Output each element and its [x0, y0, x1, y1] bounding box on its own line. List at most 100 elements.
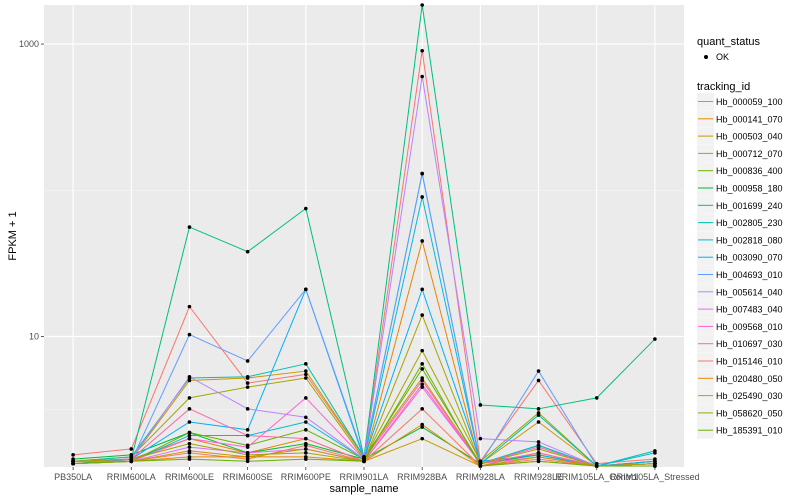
- x-tick-label: RRIM105LA_Control: [555, 472, 638, 482]
- data-point: [187, 304, 192, 309]
- data-point: [245, 407, 250, 411]
- x-tick-label: RRIM600SE: [223, 472, 273, 482]
- data-point: [536, 451, 541, 455]
- data-point: [187, 441, 192, 446]
- legend-label: Hb_015146_010: [716, 357, 783, 367]
- data-point: [420, 287, 424, 292]
- x-tick-label: RRIM928LE: [514, 472, 563, 482]
- data-point: [420, 348, 424, 353]
- data-point: [536, 455, 541, 459]
- data-point: [187, 225, 192, 229]
- data-point: [478, 403, 483, 407]
- data-point: [653, 451, 657, 455]
- data-point: [187, 396, 192, 400]
- series-points: [71, 3, 657, 468]
- legend-label: Hb_007483_040: [716, 305, 783, 315]
- legend-label: Hb_005614_040: [716, 287, 783, 297]
- data-point: [245, 459, 250, 464]
- data-point: [304, 369, 308, 373]
- legend-tracking-items: Hb_000059_100 Hb_000141_070 Hb_000503_040 H…: [697, 93, 783, 439]
- y-tick-label: 1000: [19, 39, 39, 49]
- legend-label: Hb_000712_070: [716, 149, 783, 159]
- data-point: [304, 447, 308, 451]
- legend-label: Hb_185391_010: [716, 426, 783, 436]
- legend: quant_status OK tracking_id Hb_000059_10…: [697, 36, 783, 439]
- data-point: [420, 407, 424, 411]
- data-point: [420, 171, 424, 176]
- data-point: [245, 381, 250, 385]
- legend-quant-marker: [704, 55, 708, 59]
- data-point: [129, 447, 134, 451]
- legend-label: Hb_000141_070: [716, 114, 783, 124]
- data-point: [420, 239, 424, 243]
- data-point: [653, 337, 657, 341]
- data-point: [304, 376, 308, 380]
- legend-label: Hb_000059_100: [716, 97, 783, 107]
- x-tick-label: RRIM600LE: [165, 472, 214, 482]
- data-point: [187, 430, 192, 435]
- legend-label: Hb_000836_400: [716, 166, 783, 176]
- legend-label: Hb_009568_010: [716, 322, 783, 332]
- data-point: [245, 249, 250, 254]
- data-point: [304, 396, 308, 400]
- legend-label: Hb_003090_070: [716, 253, 783, 263]
- data-point: [129, 459, 134, 464]
- data-point: [420, 362, 424, 366]
- x-axis: PB350LA RRIM600LA RRIM600LE RRIM600SE RRIM60…: [54, 467, 700, 482]
- data-point: [536, 447, 541, 451]
- data-point: [653, 464, 657, 468]
- data-point: [304, 362, 308, 366]
- legend-quant-label: OK: [716, 52, 729, 62]
- data-point: [245, 433, 250, 438]
- data-point: [187, 436, 192, 441]
- data-point: [304, 420, 308, 424]
- legend-label: Hb_002805_230: [716, 218, 783, 228]
- data-point: [536, 413, 541, 417]
- data-point: [245, 445, 250, 449]
- data-point: [362, 459, 366, 464]
- data-point: [536, 440, 541, 444]
- x-tick-label: RRIM901LA: [339, 472, 388, 482]
- data-point: [187, 457, 192, 461]
- data-point: [420, 422, 424, 427]
- data-point: [420, 367, 424, 371]
- grid-major: [44, 5, 684, 467]
- x-tick-label: RRIM928BA: [397, 472, 447, 482]
- data-point: [594, 464, 599, 468]
- data-point: [304, 206, 308, 211]
- legend-label: Hb_000503_040: [716, 132, 783, 142]
- legend-quant-title: quant_status: [697, 36, 760, 48]
- data-point: [187, 433, 192, 438]
- legend-label: Hb_002818_080: [716, 235, 783, 245]
- data-point: [187, 449, 192, 453]
- data-point: [304, 287, 308, 292]
- data-point: [304, 415, 308, 420]
- data-point: [420, 376, 424, 380]
- legend-label: Hb_020480_050: [716, 374, 783, 384]
- data-point: [420, 313, 424, 317]
- data-point: [420, 382, 424, 387]
- legend-label: Hb_000958_180: [716, 184, 783, 194]
- data-point: [420, 425, 424, 429]
- x-axis-title: sample_name: [329, 483, 398, 495]
- data-point: [420, 378, 424, 383]
- data-point: [187, 378, 192, 383]
- data-point: [245, 453, 250, 457]
- legend-label: Hb_001699_240: [716, 201, 783, 211]
- legend-tracking-title: tracking_id: [697, 81, 750, 93]
- data-point: [536, 420, 541, 424]
- data-point: [187, 332, 192, 337]
- data-point: [187, 407, 192, 411]
- data-point: [478, 436, 483, 441]
- data-point: [536, 378, 541, 383]
- legend-label: Hb_058620_050: [716, 408, 783, 418]
- x-tick-label: PB350LA: [54, 472, 92, 482]
- y-axis: 10 1000: [19, 39, 44, 341]
- data-point: [304, 457, 308, 461]
- data-point: [245, 374, 250, 379]
- data-point: [187, 374, 192, 379]
- x-tick-label: RRIM928LA: [456, 472, 505, 482]
- x-tick-label: RRIM105LA_Stressed: [610, 472, 700, 482]
- data-point: [420, 436, 424, 441]
